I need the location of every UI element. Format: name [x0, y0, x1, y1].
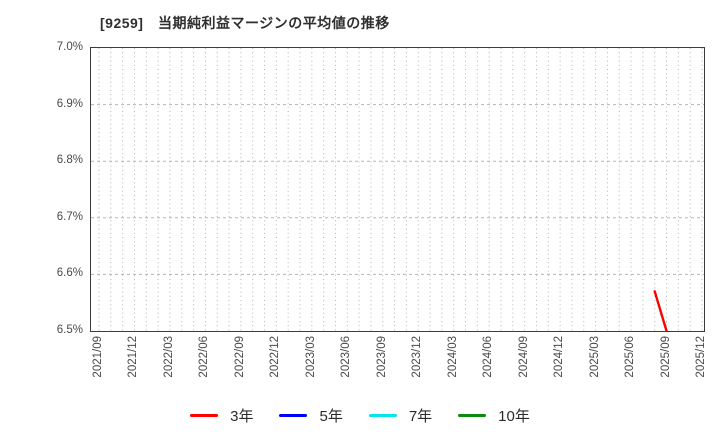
x-tick-label: 2023/09 — [375, 336, 388, 378]
legend-label: 3年 — [230, 407, 254, 425]
legend-swatch — [368, 413, 397, 417]
x-tick-label: 2022/09 — [233, 336, 246, 378]
x-tick-label: 2025/12 — [695, 336, 707, 378]
x-tick-label: 2022/03 — [162, 336, 175, 378]
x-tick-label: 2023/12 — [411, 336, 424, 378]
legend-item-7年: 7年 — [368, 405, 433, 426]
y-tick-label: 6.8% — [56, 154, 83, 167]
chart-legend: 3年 5年 7年 10年 — [0, 402, 720, 428]
x-tick-label: 2023/06 — [340, 336, 353, 378]
x-tick-label: 2024/12 — [553, 336, 566, 378]
x-tick-label: 2025/03 — [588, 336, 601, 378]
legend-item-10年: 10年 — [458, 405, 530, 426]
plot-canvas — [91, 48, 704, 331]
y-tick-label: 6.7% — [56, 210, 83, 223]
x-tick-label: 2022/06 — [198, 336, 211, 378]
x-tick-label: 2022/12 — [269, 336, 282, 378]
x-tick-label: 2023/03 — [304, 336, 317, 378]
legend-label: 5年 — [319, 407, 343, 425]
x-tick-label: 2024/09 — [517, 336, 530, 378]
legend-label: 7年 — [408, 407, 433, 425]
y-tick-label: 6.9% — [56, 97, 83, 110]
plot-area — [90, 47, 705, 332]
chart-title: [9259] 当期純利益マージンの平均値の推移 — [100, 15, 390, 31]
x-tick-label: 2024/06 — [482, 336, 495, 378]
x-tick-label: 2024/03 — [446, 336, 459, 378]
series-line-3年 — [653, 290, 668, 331]
legend-item-3年: 3年 — [190, 405, 253, 426]
y-tick-label: 6.5% — [56, 324, 83, 336]
legend-swatch — [458, 413, 487, 417]
x-tick-label: 2021/12 — [127, 336, 140, 378]
x-tick-label: 2025/06 — [624, 336, 637, 378]
y-tick-label: 6.6% — [56, 267, 83, 280]
x-tick-label: 2025/09 — [659, 336, 672, 378]
y-tick-label: 7.0% — [56, 41, 83, 53]
legend-item-5年: 5年 — [279, 405, 343, 426]
legend-label: 10年 — [498, 407, 530, 425]
legend-swatch — [190, 413, 219, 417]
legend-swatch — [279, 413, 308, 417]
x-tick-label: 2021/09 — [92, 336, 104, 378]
